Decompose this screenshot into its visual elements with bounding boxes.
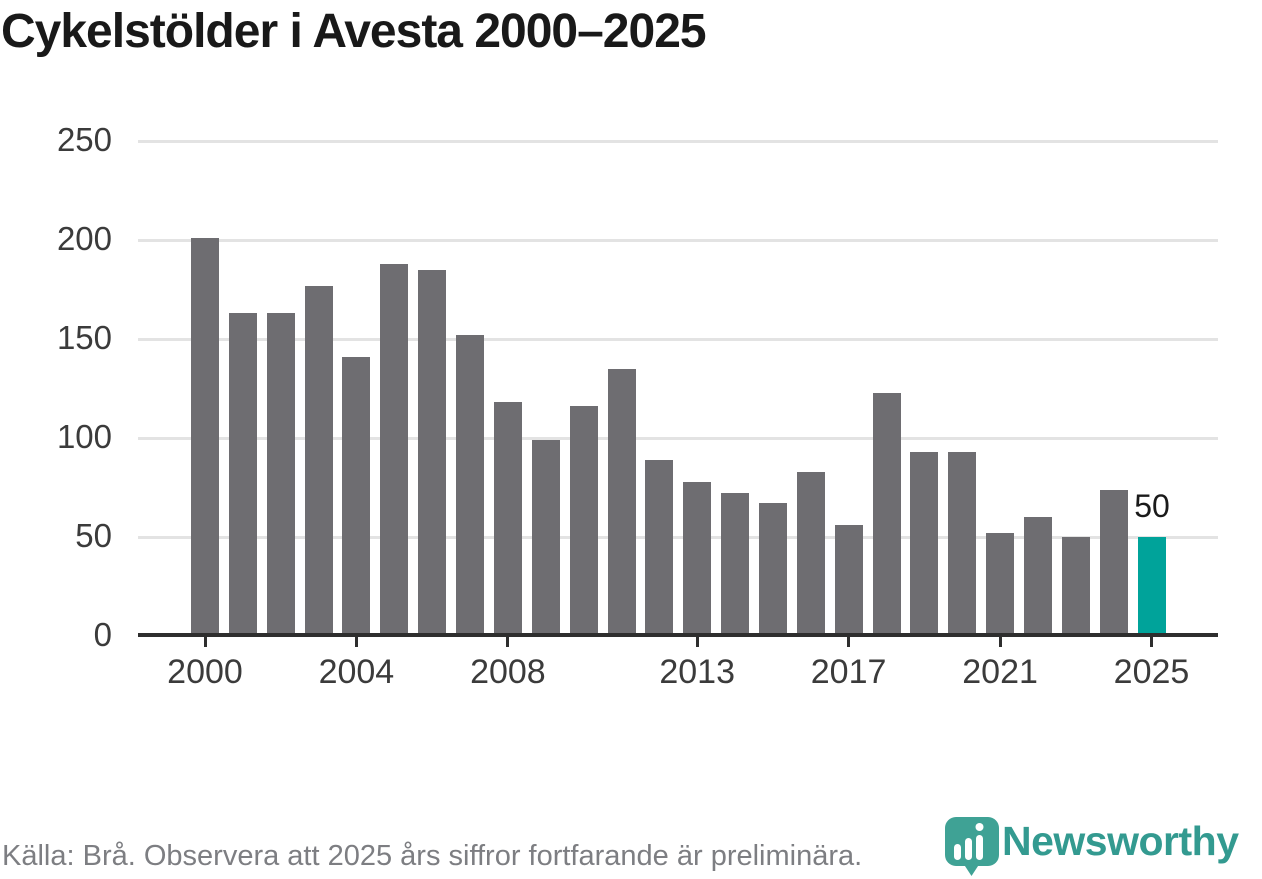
y-axis-label: 100 bbox=[56, 418, 112, 455]
y-axis-label: 50 bbox=[75, 517, 112, 554]
x-axis-tick bbox=[354, 636, 358, 647]
chart-title: Cykelstölder i Avesta 2000–2025 bbox=[1, 5, 707, 58]
bar-2003 bbox=[304, 285, 333, 636]
bar-2016 bbox=[796, 471, 825, 636]
x-axis-label: 2025 bbox=[1113, 653, 1190, 691]
x-axis-label: 2004 bbox=[318, 653, 395, 691]
x-axis-tick bbox=[203, 636, 207, 647]
bar-2021 bbox=[986, 533, 1015, 636]
y-axis-label: 0 bbox=[93, 616, 112, 653]
newsworthy-logo-icon bbox=[945, 817, 999, 876]
bar-2001 bbox=[228, 313, 257, 636]
x-axis-label: 2013 bbox=[659, 653, 735, 691]
bar-2014 bbox=[721, 493, 749, 636]
bar-2015 bbox=[758, 503, 787, 636]
x-axis-label: 2017 bbox=[810, 653, 887, 691]
bar-2011 bbox=[607, 368, 636, 636]
bar-2019 bbox=[910, 451, 939, 636]
bar-2005 bbox=[380, 263, 409, 636]
gridline-250 bbox=[138, 139, 1218, 143]
bar-2002 bbox=[266, 313, 295, 636]
x-axis-tick bbox=[847, 636, 851, 647]
x-axis-tick bbox=[695, 636, 699, 647]
bar-2023 bbox=[1061, 537, 1090, 636]
bar-2000 bbox=[191, 238, 219, 636]
gridline-200 bbox=[138, 238, 1218, 242]
bar-2018 bbox=[872, 392, 901, 636]
newsworthy-logo: Newsworthy bbox=[944, 814, 1260, 878]
bar-2022 bbox=[1023, 517, 1052, 636]
bar-2009 bbox=[531, 440, 560, 636]
bar-2017 bbox=[834, 525, 863, 636]
source-note: Källa: Brå. Observera att 2025 års siffr… bbox=[2, 840, 863, 872]
x-axis-tick bbox=[506, 636, 510, 647]
x-axis-label: 2008 bbox=[470, 653, 546, 691]
x-axis-label: 2021 bbox=[962, 653, 1038, 691]
newsworthy-logo-text: Newsworthy bbox=[1002, 818, 1239, 864]
bar-2020 bbox=[948, 451, 977, 636]
x-axis-tick bbox=[998, 636, 1002, 647]
bar-2012 bbox=[645, 459, 674, 636]
x-axis-line bbox=[138, 632, 1218, 637]
bar-2007 bbox=[456, 335, 484, 636]
bar-2008 bbox=[493, 402, 522, 636]
x-axis-label: 2000 bbox=[167, 653, 243, 691]
y-axis-label: 150 bbox=[56, 319, 112, 356]
highlight-value-label: 50 bbox=[1134, 488, 1170, 524]
bar-2025 bbox=[1137, 537, 1166, 636]
bar-2004 bbox=[342, 356, 371, 636]
gridline-150 bbox=[138, 337, 1218, 341]
x-axis-tick bbox=[1150, 636, 1153, 647]
bar-2024 bbox=[1099, 489, 1128, 636]
bar-2006 bbox=[418, 269, 447, 636]
gridline-100 bbox=[138, 436, 1218, 440]
bar-2010 bbox=[569, 406, 598, 636]
bar-2013 bbox=[683, 481, 712, 636]
y-axis-label: 200 bbox=[56, 220, 112, 257]
y-axis-label: 250 bbox=[56, 121, 112, 158]
gridline-50 bbox=[138, 535, 1218, 539]
